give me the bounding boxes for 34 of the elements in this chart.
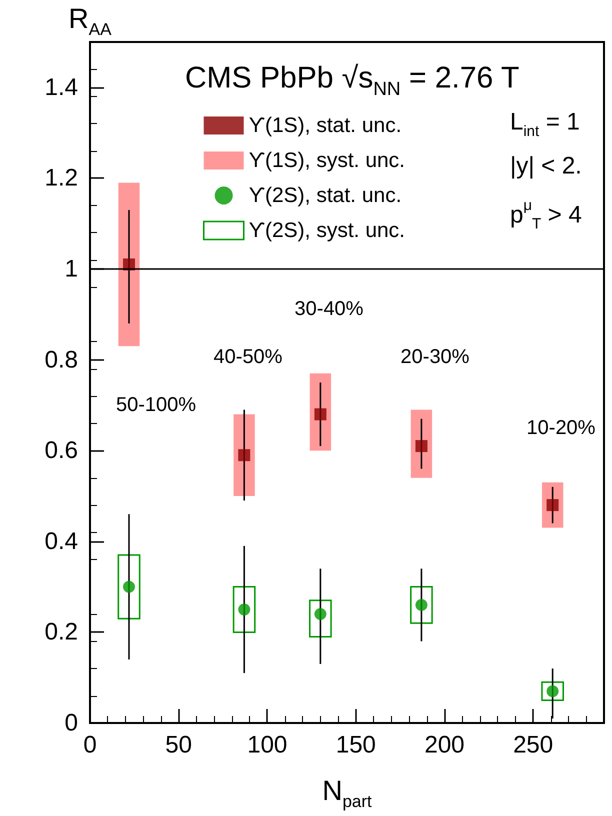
bar (410, 586, 433, 624)
point (123, 580, 135, 593)
y-tick-label: 0.6 (44, 437, 78, 464)
point (238, 449, 250, 462)
annotation: 10-20% (526, 417, 596, 439)
annotation: |y| < 2. (510, 152, 582, 180)
point (314, 408, 326, 420)
x-tick-label: 200 (424, 732, 465, 758)
y-tick-label: 0.2 (44, 618, 78, 646)
x-tick-label: 100 (247, 732, 288, 758)
y-tick-label: 0.4 (44, 528, 78, 555)
legend-label: ϒ(2S), syst. unc. (248, 219, 406, 242)
y-tick-label: 1 (64, 256, 78, 282)
point (415, 440, 428, 452)
bar (118, 554, 140, 620)
bar (541, 681, 564, 702)
x-tick-label: 50 (165, 732, 192, 758)
x-tick-label: 0 (83, 732, 97, 758)
x-tick-label: 250 (513, 732, 554, 758)
bar (118, 182, 140, 346)
y-tick-label: 0 (64, 710, 78, 736)
annotation: 50-100% (116, 394, 196, 416)
bar (232, 586, 256, 633)
legend-label: ϒ(2S), stat. unc. (248, 184, 402, 207)
annotation: 30-40% (294, 298, 364, 320)
legend-label: ϒ(1S), syst. unc. (248, 149, 406, 172)
annotation: 20-30% (400, 346, 470, 368)
bar (309, 600, 332, 638)
x-tick-label: 150 (336, 732, 376, 758)
legend-label: ϒ(1S), stat. unc. (248, 114, 402, 137)
y-tick-label: 1.4 (44, 74, 78, 101)
y-tick-label: 0.8 (44, 346, 78, 374)
annotation: 40-50% (214, 346, 283, 368)
y-tick-label: 1.2 (44, 164, 78, 192)
